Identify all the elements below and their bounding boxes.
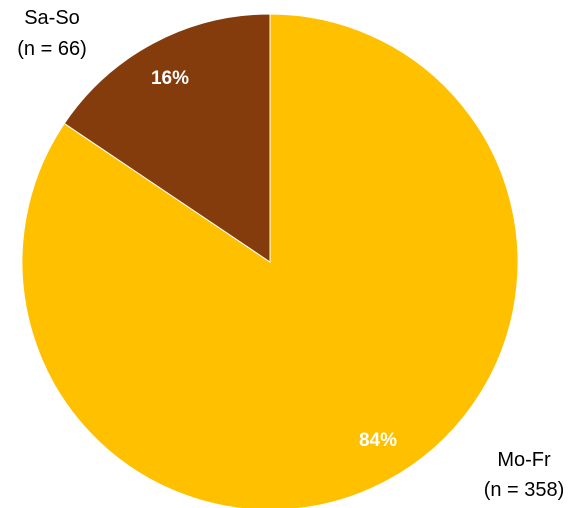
category-label-mo-fr: Mo-Fr	[497, 449, 551, 471]
count-label-sa-so: (n = 66)	[17, 38, 86, 60]
count-label-mo-fr: (n = 358)	[484, 479, 565, 501]
pie-slice-sa-so	[63, 13, 271, 263]
category-label-sa-so: Sa-So	[24, 7, 80, 29]
data-label-sa-so: 16%	[151, 68, 189, 89]
data-label-mo-fr: 84%	[359, 430, 397, 451]
